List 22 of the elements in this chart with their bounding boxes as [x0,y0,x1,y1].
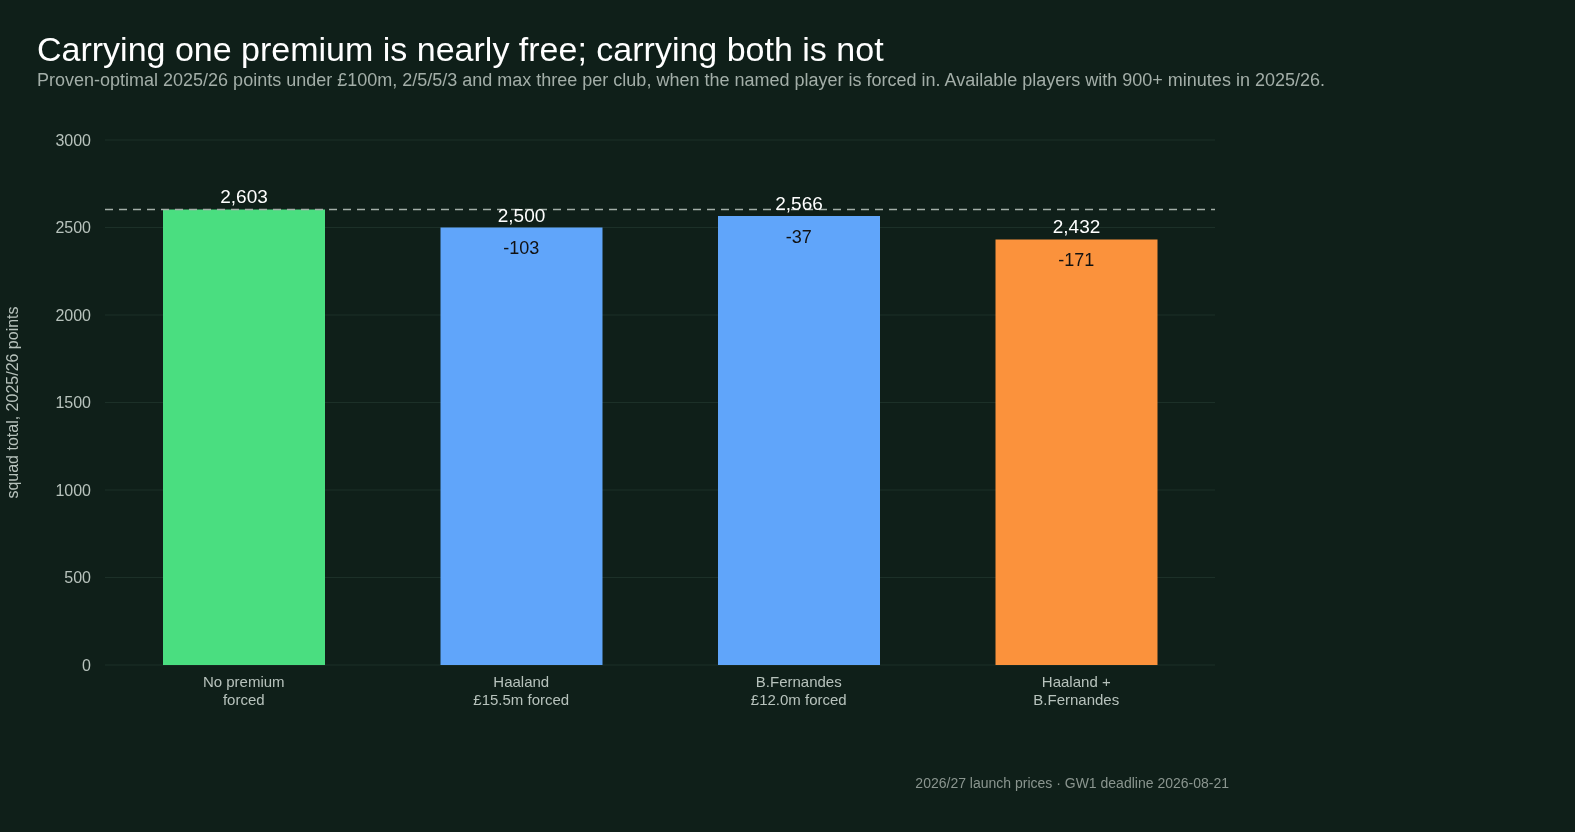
chart-subtitle: Proven-optimal 2025/26 points under £100m, 2/5/5/3 and max three per club, when the named player is forced in. Available players with 900+ minutes in 2025/26. [37,70,1325,91]
annotation: -37 [785,226,812,247]
chart-title: Carrying one premium is nearly free; carrying both is not [37,30,884,69]
y-tick-label: 2000 [55,306,92,324]
y-tick-label: 0 [82,656,92,674]
y-tick-label: 1000 [55,481,92,499]
x-tick-label: Haaland + B.Fernandes [1033,673,1120,708]
y-axis-title: squad total, 2025/26 points [3,306,21,499]
y-tick-label: 1500 [55,394,92,412]
annotation: -171 [1058,250,1095,271]
data-label: 2,603 [220,186,268,208]
data-label: 2,500 [497,204,546,226]
x-tick-label: Haaland £15.5m forced [473,673,570,708]
data-label: 2,566 [775,192,823,214]
y-tick-label: 3000 [55,131,92,149]
text: 2026/27 launch prices · GW1 deadline 2026-08-21 [915,775,1229,791]
x-tick-label: B.Fernandes £12.0m forced [750,673,847,708]
annotation: -103 [503,238,540,259]
y-tick-label: 500 [64,569,92,587]
data-label: 2,432 [1052,216,1101,238]
x-tick-label: No premium forced [202,673,285,708]
y-tick-label: 2500 [55,219,92,237]
